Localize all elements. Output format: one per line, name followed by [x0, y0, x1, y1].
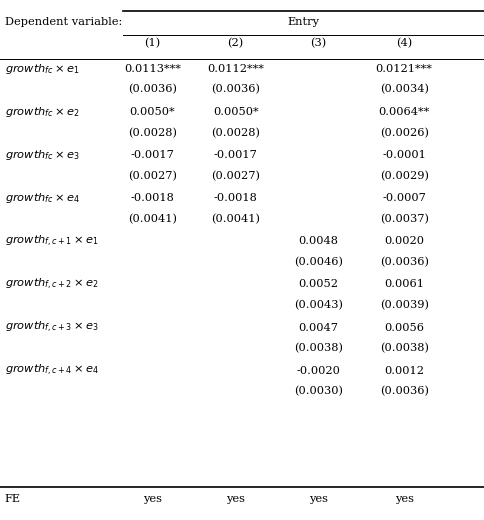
Text: (1): (1) — [144, 38, 161, 48]
Text: 0.0113***: 0.0113*** — [124, 63, 181, 74]
Text: Dependent variable:: Dependent variable: — [5, 17, 122, 27]
Text: (0.0038): (0.0038) — [294, 343, 343, 354]
Text: (0.0038): (0.0038) — [379, 343, 429, 354]
Text: $\mathit{growth}_{f,c+1} \times e_1$: $\mathit{growth}_{f,c+1} \times e_1$ — [5, 233, 98, 249]
Text: 0.0050*: 0.0050* — [213, 107, 258, 117]
Text: $\mathit{growth}_{fc} \times e_1$: $\mathit{growth}_{fc} \times e_1$ — [5, 62, 79, 75]
Text: (0.0028): (0.0028) — [128, 127, 177, 138]
Text: 0.0050*: 0.0050* — [130, 107, 175, 117]
Text: (0.0034): (0.0034) — [379, 84, 429, 95]
Text: -0.0020: -0.0020 — [297, 366, 340, 376]
Text: -0.0001: -0.0001 — [382, 150, 426, 160]
Text: (0.0029): (0.0029) — [379, 171, 429, 181]
Text: $\mathit{growth}_{fc} \times e_4$: $\mathit{growth}_{fc} \times e_4$ — [5, 191, 80, 205]
Text: -0.0017: -0.0017 — [214, 150, 257, 160]
Text: (0.0027): (0.0027) — [128, 171, 177, 181]
Text: 0.0048: 0.0048 — [299, 236, 338, 246]
Text: -0.0018: -0.0018 — [131, 193, 174, 203]
Text: (0.0026): (0.0026) — [379, 127, 429, 138]
Text: (0.0036): (0.0036) — [211, 84, 260, 95]
Text: (0.0043): (0.0043) — [294, 300, 343, 310]
Text: $\mathit{growth}_{fc} \times e_2$: $\mathit{growth}_{fc} \times e_2$ — [5, 105, 79, 119]
Text: (0.0039): (0.0039) — [379, 300, 429, 310]
Text: FE: FE — [5, 493, 21, 504]
Text: 0.0121***: 0.0121*** — [376, 63, 433, 74]
Text: -0.0017: -0.0017 — [131, 150, 174, 160]
Text: 0.0012: 0.0012 — [384, 366, 424, 376]
Text: (0.0028): (0.0028) — [211, 127, 260, 138]
Text: $\mathit{growth}_{f,c+2} \times e_2$: $\mathit{growth}_{f,c+2} \times e_2$ — [5, 277, 98, 292]
Text: (0.0036): (0.0036) — [128, 84, 177, 95]
Text: 0.0061: 0.0061 — [384, 279, 424, 290]
Text: -0.0018: -0.0018 — [214, 193, 257, 203]
Text: $\mathit{growth}_{f,c+3} \times e_3$: $\mathit{growth}_{f,c+3} \times e_3$ — [5, 320, 98, 335]
Text: 0.0020: 0.0020 — [384, 236, 424, 246]
Text: 0.0047: 0.0047 — [299, 322, 338, 333]
Text: (4): (4) — [396, 38, 412, 48]
Text: $\mathit{growth}_{fc} \times e_3$: $\mathit{growth}_{fc} \times e_3$ — [5, 148, 79, 162]
Text: (0.0036): (0.0036) — [379, 386, 429, 397]
Text: 0.0052: 0.0052 — [299, 279, 338, 290]
Text: yes: yes — [226, 493, 245, 504]
Text: yes: yes — [309, 493, 328, 504]
Text: 0.0112***: 0.0112*** — [207, 63, 264, 74]
Text: -0.0007: -0.0007 — [382, 193, 426, 203]
Text: (0.0046): (0.0046) — [294, 257, 343, 267]
Text: (3): (3) — [310, 38, 327, 48]
Text: (0.0027): (0.0027) — [211, 171, 260, 181]
Text: (0.0036): (0.0036) — [379, 257, 429, 267]
Text: (0.0041): (0.0041) — [211, 214, 260, 224]
Text: (0.0037): (0.0037) — [379, 214, 429, 224]
Text: yes: yes — [394, 493, 414, 504]
Text: Entry: Entry — [287, 17, 320, 27]
Text: (0.0041): (0.0041) — [128, 214, 177, 224]
Text: yes: yes — [143, 493, 162, 504]
Text: (0.0030): (0.0030) — [294, 386, 343, 397]
Text: 0.0064**: 0.0064** — [378, 107, 430, 117]
Text: 0.0056: 0.0056 — [384, 322, 424, 333]
Text: (2): (2) — [227, 38, 244, 48]
Text: $\mathit{growth}_{f,c+4} \times e_4$: $\mathit{growth}_{f,c+4} \times e_4$ — [5, 363, 99, 379]
